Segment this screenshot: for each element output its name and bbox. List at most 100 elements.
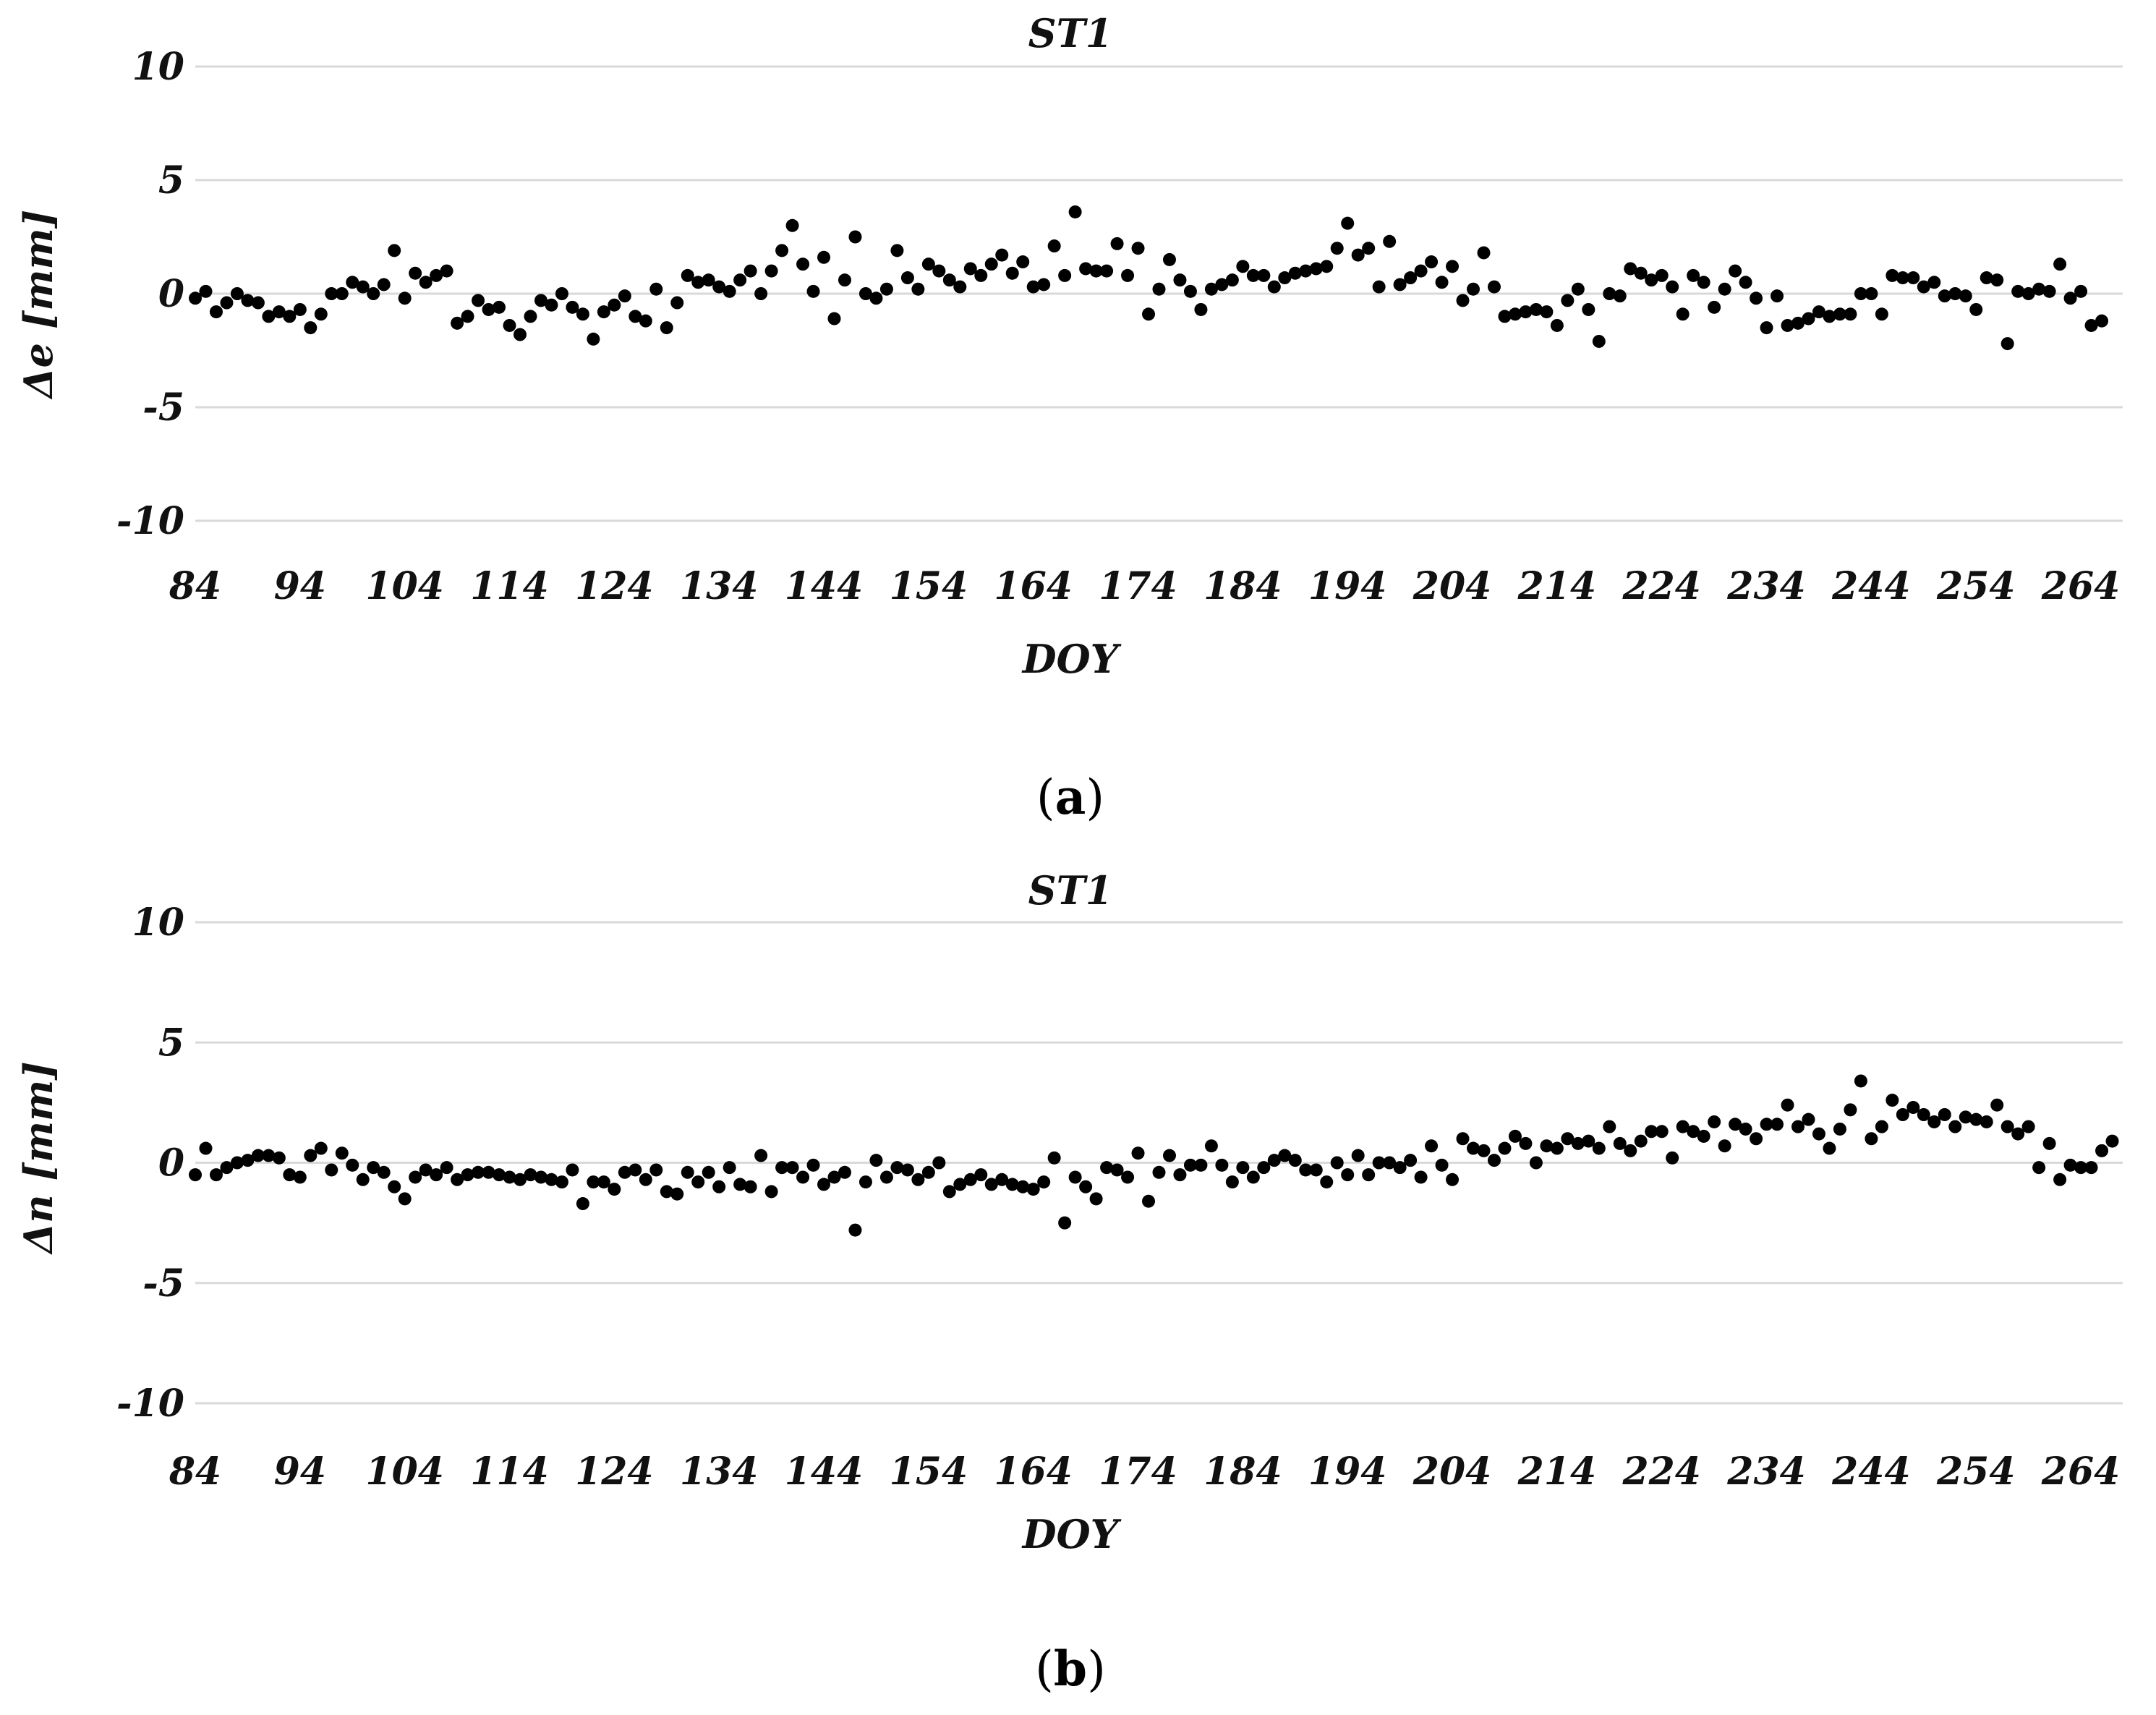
x-tick-label: 204 xyxy=(1413,1450,1492,1494)
data-point xyxy=(1425,1139,1439,1153)
data-point xyxy=(1634,1134,1648,1148)
data-point xyxy=(293,1170,307,1184)
data-point xyxy=(1058,1216,1072,1230)
data-point xyxy=(1875,307,1888,321)
data-point xyxy=(209,305,223,319)
data-point xyxy=(1540,305,1554,319)
data-point xyxy=(660,321,673,335)
data-point xyxy=(1204,282,1218,296)
data-point xyxy=(241,294,255,307)
data-point xyxy=(209,1168,223,1182)
data-point xyxy=(283,1168,297,1182)
data-point xyxy=(1708,300,1721,314)
y-axis-label-a: Δe [mm] xyxy=(15,210,61,400)
x-tick-label: 204 xyxy=(1413,564,1492,608)
chart-panel-a: ST1 Δe [mm] DOY 10 5 0 -5 -10 84 94 104 114 124 1… xyxy=(15,10,2123,825)
data-point xyxy=(440,1161,453,1175)
data-point xyxy=(974,268,988,282)
data-point xyxy=(1718,282,1731,296)
data-point xyxy=(649,282,663,296)
data-point xyxy=(1739,1122,1752,1136)
data-point xyxy=(199,284,213,298)
data-point xyxy=(1037,278,1051,291)
data-point xyxy=(618,1165,631,1179)
data-point xyxy=(1278,271,1292,285)
gridlines-b xyxy=(195,921,2123,1405)
data-point xyxy=(1613,1136,1627,1150)
data-point xyxy=(2032,1161,2046,1175)
chart-title-a: ST1 xyxy=(1028,10,1113,56)
data-point xyxy=(1802,1112,1815,1126)
data-point xyxy=(1267,280,1281,294)
data-point xyxy=(1414,264,1428,278)
data-point xyxy=(1906,1101,1920,1115)
data-point xyxy=(461,310,474,323)
data-point xyxy=(1938,289,1951,303)
data-point xyxy=(1865,1132,1878,1146)
data-point xyxy=(1173,273,1187,287)
data-point xyxy=(1110,237,1124,250)
data-point xyxy=(1152,1165,1166,1179)
data-point xyxy=(1519,1136,1533,1150)
data-point xyxy=(230,1156,244,1170)
data-point xyxy=(524,1168,537,1182)
data-point xyxy=(649,1163,663,1177)
data-point xyxy=(1257,1161,1271,1175)
caption-letter-b: b xyxy=(1054,1640,1087,1697)
x-tick-label: 174 xyxy=(1099,564,1177,608)
data-point xyxy=(691,1175,705,1189)
data-point xyxy=(1634,266,1648,280)
data-point xyxy=(848,1223,862,1237)
data-point xyxy=(1959,1110,1972,1124)
chart-panel-b: ST1 Δn [mm] DOY 10 5 0 -5 -10 84 94 104 114 124 1… xyxy=(15,867,2123,1697)
data-point xyxy=(199,1141,213,1155)
data-point xyxy=(220,296,234,310)
data-point xyxy=(325,287,338,300)
data-point xyxy=(1833,307,1846,321)
data-point xyxy=(723,284,736,298)
data-point xyxy=(932,1156,946,1170)
data-point xyxy=(1906,271,1920,285)
data-point xyxy=(2084,1161,2098,1175)
x-tick-label: 244 xyxy=(1831,564,1911,608)
data-point xyxy=(1969,302,1983,316)
data-point xyxy=(953,280,967,294)
data-point xyxy=(921,258,935,271)
data-point xyxy=(1121,268,1135,282)
data-point xyxy=(597,305,610,319)
data-point xyxy=(493,1168,506,1182)
data-point xyxy=(1246,268,1260,282)
data-point xyxy=(513,328,527,341)
data-point xyxy=(1487,280,1501,294)
x-ticks-a: 84 94 104 114 124 134 144 154 164 174 184 194 204 214… xyxy=(169,564,2121,608)
data-point xyxy=(1676,307,1690,321)
data-point xyxy=(660,1185,673,1199)
data-point xyxy=(1676,1120,1690,1133)
data-point xyxy=(482,302,495,316)
data-point xyxy=(241,1154,255,1167)
data-point xyxy=(838,1165,851,1179)
data-point xyxy=(1708,1115,1721,1128)
data-point xyxy=(513,1173,527,1186)
x-tick-label: 264 xyxy=(2041,564,2121,608)
data-point xyxy=(639,1173,652,1186)
data-point xyxy=(1068,1170,1082,1184)
data-point xyxy=(827,312,841,325)
data-point xyxy=(974,1168,988,1182)
data-point xyxy=(1582,1134,1595,1148)
data-point xyxy=(503,318,516,332)
data-point xyxy=(900,271,914,285)
x-tick-label: 154 xyxy=(890,564,968,608)
data-point xyxy=(1477,1144,1491,1157)
data-point xyxy=(1886,268,1899,282)
data-point xyxy=(1383,1156,1397,1170)
data-point xyxy=(1477,246,1491,260)
data-point xyxy=(2021,1120,2035,1133)
data-point xyxy=(932,264,946,278)
data-point xyxy=(1571,1136,1585,1150)
data-point xyxy=(1005,266,1019,280)
data-point xyxy=(1372,280,1386,294)
data-point xyxy=(409,1170,422,1184)
data-point xyxy=(1561,294,1575,307)
data-point xyxy=(1320,260,1334,273)
